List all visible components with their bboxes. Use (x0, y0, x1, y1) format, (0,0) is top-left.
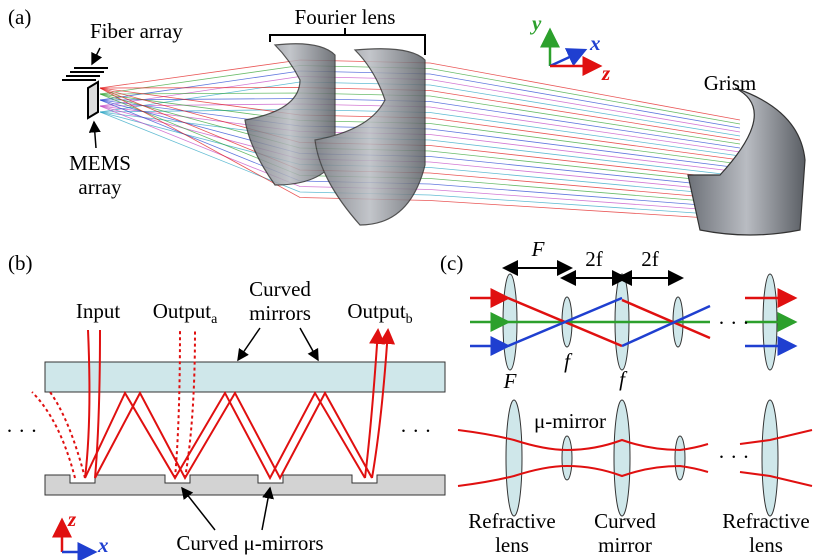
fourier-lens-shape (245, 44, 425, 225)
focal-label: F (503, 369, 517, 393)
lens-label: Refractive (722, 509, 809, 533)
fiber-array-shape (62, 68, 108, 80)
focal-label: 2f (641, 247, 659, 271)
ellipsis: · · · (400, 419, 431, 443)
output-a-label: Outputa (153, 299, 218, 327)
focal-label: f (564, 349, 573, 373)
output-text: Output (347, 299, 406, 323)
curved-mu-mirrors-label: Curved μ-mirrors (176, 531, 323, 555)
bottom-plate (45, 475, 445, 495)
fiber-array-label: Fiber array (90, 19, 183, 43)
arrow (94, 122, 96, 148)
focal-label: F (531, 237, 545, 261)
mems-label: MEMS (69, 151, 131, 175)
output-sub: a (211, 312, 218, 327)
axis-y: y (529, 11, 542, 35)
fourier-lens-label: Fourier lens (295, 5, 396, 29)
axes-b (62, 520, 95, 552)
lens-label: lens (495, 533, 529, 557)
axis-x: x (97, 533, 109, 557)
panel-label: (b) (8, 251, 33, 275)
output-sub: b (406, 312, 413, 327)
output-text: Output (153, 299, 212, 323)
grism-label: Grism (704, 71, 757, 95)
ellipsis: · · · (718, 445, 749, 469)
axis-z: z (67, 507, 77, 531)
panel-a: (a) Fourier lens Fiber array MEMS array … (8, 5, 805, 235)
ellipsis: · · · (6, 419, 37, 443)
mirror-label: Curved (594, 509, 656, 533)
arrow (92, 48, 100, 64)
panel-label: (c) (440, 251, 463, 275)
input-label: Input (76, 299, 120, 323)
focal-label: 2f (585, 247, 603, 271)
output-b-label: Outputb (347, 299, 412, 327)
mirror-label: mirror (598, 533, 652, 557)
lens-label: Refractive (468, 509, 555, 533)
ellipsis: · · · (718, 311, 749, 335)
mu-mirror-label: μ-mirror (534, 409, 606, 433)
axis-z: z (601, 61, 611, 85)
curved-mirrors-label: mirrors (249, 301, 311, 325)
panel-label: (a) (8, 5, 31, 29)
curved-mirrors-label: Curved (249, 277, 311, 301)
lens-label: lens (749, 533, 783, 557)
figure: (a) Fourier lens Fiber array MEMS array … (0, 0, 820, 560)
arrow (238, 328, 260, 360)
grism-shape (688, 88, 805, 235)
panel-b: (b) Input Outputa Curved mirrors Outputb… (6, 251, 445, 557)
axis-x: x (589, 31, 601, 55)
mems-shape (88, 82, 98, 118)
focal-label: f (619, 367, 628, 391)
rays-b (32, 330, 388, 478)
mems-label: array (78, 175, 122, 199)
panel-c: (c) F 2f 2f f f F · · · · · · μ-mirror R… (440, 237, 812, 557)
arrow (300, 328, 318, 360)
